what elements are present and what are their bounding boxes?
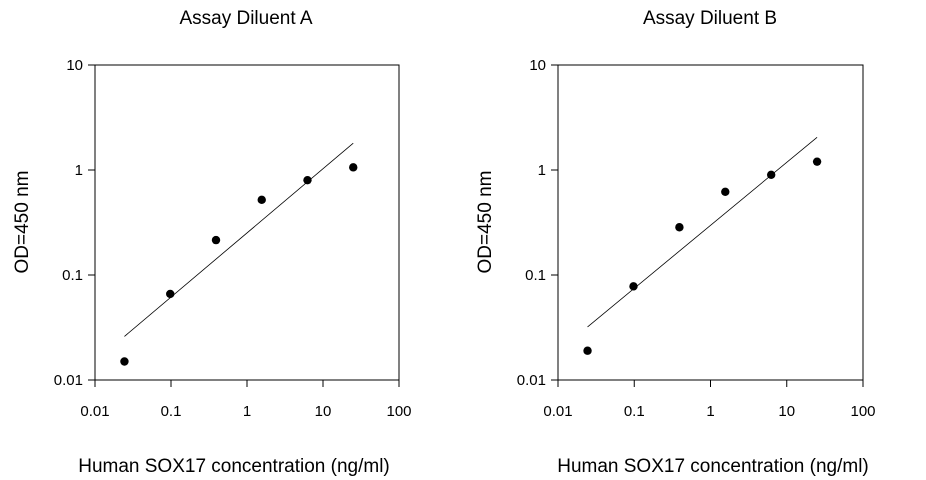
chart-a-y-tick-label: 0.01 xyxy=(54,372,83,389)
chart-a-x-tick-label: 1 xyxy=(243,403,251,420)
chart-a-data-point xyxy=(349,163,358,172)
chart-a-ticks xyxy=(88,64,400,387)
chart-b-plot-frame xyxy=(557,64,864,381)
chart-a-x-tick-label: 0.01 xyxy=(80,403,109,420)
chart-b-data-point xyxy=(583,346,592,355)
chart-a-data-point xyxy=(120,357,129,366)
chart-b-x-tick-label: 100 xyxy=(850,403,875,420)
chart-a-y-axis-label: OD=450 nm xyxy=(12,171,33,274)
chart-a-y-tick-label: 1 xyxy=(75,162,83,179)
chart-b-fit-line xyxy=(587,136,818,328)
chart-a-data-point xyxy=(166,289,175,299)
chart-b-marks xyxy=(583,136,822,355)
chart-b-ticks xyxy=(551,64,864,387)
chart-a: Assay Diluent A OD=450 nm Human SOX17 co… xyxy=(12,8,412,477)
chart-b-x-axis-label: Human SOX17 concentration (ng/ml) xyxy=(557,456,869,477)
chart-a-fit-line xyxy=(124,142,354,337)
chart-a-x-tick-label: 0.1 xyxy=(161,403,182,420)
chart-b-x-tick-label: 10 xyxy=(778,403,795,420)
chart-a-marks xyxy=(120,142,358,366)
chart-b-x-tick-label: 0.1 xyxy=(624,403,645,420)
chart-b-data-point xyxy=(766,170,776,180)
chart-b-y-tick-label: 1 xyxy=(538,162,546,179)
chart-b-y-tick-label: 0.01 xyxy=(517,372,546,389)
chart-b-y-tick-label: 10 xyxy=(529,57,546,74)
chart-a-y-tick-label: 10 xyxy=(66,57,83,74)
chart-b-data-point xyxy=(812,157,822,166)
chart-b-x-tick-label: 1 xyxy=(706,403,714,420)
chart-b-y-axis-label: OD=450 nm xyxy=(475,171,496,274)
chart-b-tick-labels: 0.01 0.1 1 10 100 0.01 0.1 1 10 xyxy=(517,57,876,420)
chart-b-data-point xyxy=(629,282,638,291)
chart-b-y-tick-label: 0.1 xyxy=(525,267,546,284)
chart-b-x-tick-label: 0.01 xyxy=(543,403,572,420)
chart-a-data-point xyxy=(257,195,266,205)
chart-a-data-point xyxy=(211,235,221,245)
chart-a-tick-labels: 0.01 0.1 1 10 100 0.01 0.1 1 10 xyxy=(54,57,412,420)
chart-b-data-point xyxy=(721,187,730,196)
chart-a-x-tick-label: 10 xyxy=(315,403,332,420)
chart-a-plot-frame xyxy=(94,64,400,381)
chart-a-data-point xyxy=(303,175,312,185)
chart-a-x-tick-label: 100 xyxy=(386,403,411,420)
chart-a-title: Assay Diluent A xyxy=(179,8,312,29)
chart-b: Assay Diluent B OD=450 nm Human SOX17 co… xyxy=(475,8,876,477)
chart-a-x-axis-label: Human SOX17 concentration (ng/ml) xyxy=(78,456,390,477)
chart-b-title: Assay Diluent B xyxy=(643,8,777,29)
chart-b-data-point xyxy=(675,223,684,232)
chart-a-y-tick-label: 0.1 xyxy=(62,267,83,284)
